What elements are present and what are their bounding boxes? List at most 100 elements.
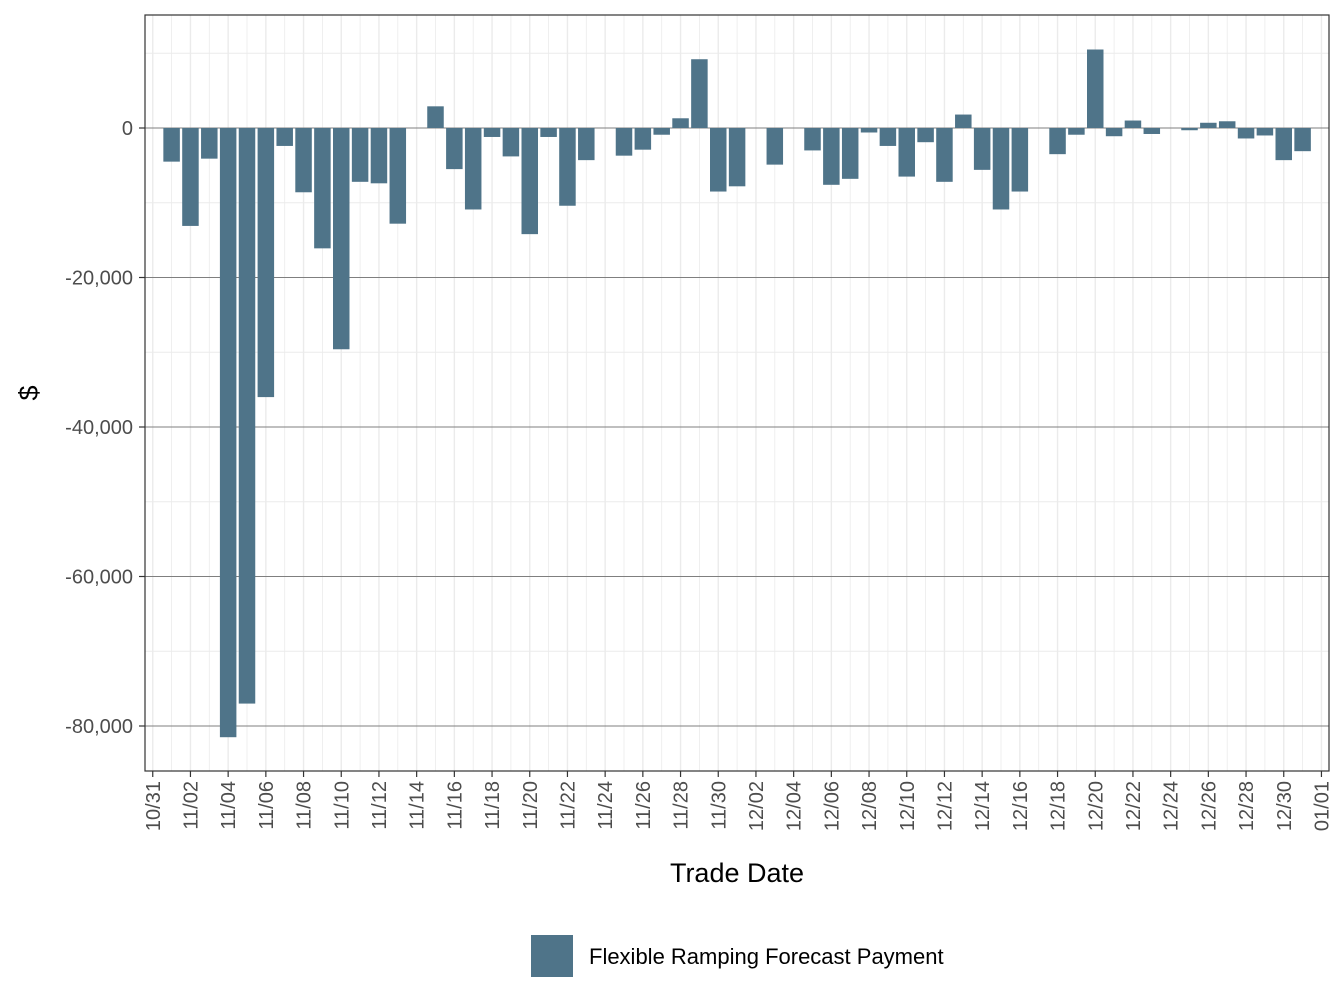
bar	[1124, 120, 1142, 128]
x-tick-label: 12/20	[1085, 781, 1107, 831]
x-tick-label: 12/08	[859, 781, 881, 831]
bar	[540, 128, 557, 137]
x-tick-label: 11/08	[294, 781, 316, 830]
bar	[314, 128, 331, 249]
legend: Flexible Ramping Forecast Payment	[531, 935, 944, 977]
bar	[1275, 128, 1292, 161]
y-tick-label: -80,000	[65, 716, 133, 738]
bar	[1011, 128, 1029, 192]
bar	[973, 128, 991, 170]
x-tick-label: 11/02	[180, 781, 202, 830]
x-tick-label: 11/18	[482, 781, 504, 830]
y-axis: 0 -20,000 -40,000 -60,000 -80,000	[65, 118, 145, 738]
x-tick-label: 12/26	[1198, 781, 1220, 831]
x-tick-label: 12/16	[1010, 781, 1032, 831]
bar	[502, 128, 520, 157]
x-tick-label: 12/12	[935, 781, 957, 831]
bar	[936, 128, 953, 182]
y-tick-label: -40,000	[65, 417, 133, 439]
bar	[257, 128, 275, 398]
bar	[1087, 49, 1104, 129]
y-axis-title: $	[14, 385, 44, 400]
panel-border	[144, 14, 1330, 772]
x-tick-label: 11/26	[633, 781, 655, 830]
x-tick-label: 11/04	[218, 781, 240, 830]
x-tick-label: 11/20	[520, 781, 542, 830]
bar	[1068, 128, 1085, 135]
x-tick-label: 10/31	[143, 781, 165, 831]
legend-swatch	[531, 935, 573, 977]
bar	[691, 59, 708, 129]
bar	[1049, 128, 1066, 155]
bar	[1237, 128, 1255, 139]
bar	[992, 128, 1010, 210]
x-tick-label: 12/04	[784, 781, 806, 831]
x-axis: 10/31 11/02 11/04 11/06 11/08 11/10 11/12 11/14…	[143, 771, 1334, 831]
bar	[163, 128, 180, 162]
x-tick-label: 11/14	[407, 781, 429, 830]
x-tick-label: 12/18	[1048, 781, 1070, 831]
bar	[615, 128, 633, 156]
x-tick-label: 11/12	[369, 781, 391, 830]
y-tick-label: -20,000	[65, 268, 133, 290]
bar	[295, 128, 312, 193]
x-tick-label: 11/10	[331, 781, 353, 830]
bar	[483, 128, 501, 137]
bar	[672, 118, 689, 128]
bar	[766, 128, 784, 165]
x-tick-label: 12/28	[1236, 781, 1258, 831]
bar	[446, 128, 463, 170]
bar-series	[163, 49, 1311, 738]
bar	[1200, 122, 1217, 128]
x-tick-label: 12/14	[972, 781, 994, 831]
x-tick-label: 11/28	[671, 781, 693, 830]
bar	[1294, 128, 1311, 152]
bar	[898, 128, 915, 177]
x-tick-label: 12/10	[897, 781, 919, 831]
bar	[276, 128, 293, 146]
x-tick-label: 11/22	[558, 781, 580, 830]
x-tick-label: 11/16	[444, 781, 466, 830]
y-tick-label: -60,000	[65, 567, 133, 589]
bar	[333, 128, 350, 350]
bar	[521, 128, 538, 235]
x-tick-label: 12/06	[821, 781, 843, 831]
x-tick-label: 12/30	[1274, 781, 1296, 831]
bar	[1218, 121, 1236, 128]
bar	[351, 128, 369, 182]
bar	[917, 128, 934, 143]
bar	[389, 128, 407, 224]
x-tick-label: 11/06	[256, 781, 278, 830]
bar	[464, 128, 482, 210]
bar	[860, 128, 878, 133]
bar	[841, 128, 859, 179]
y-tick-label: 0	[122, 118, 133, 140]
bar	[1181, 128, 1198, 131]
bar	[1256, 128, 1274, 136]
bar	[559, 128, 576, 206]
bar	[427, 106, 444, 128]
bar	[879, 128, 897, 146]
x-axis-title: Trade Date	[670, 858, 804, 888]
x-tick-label: 01/01	[1312, 781, 1334, 831]
bar	[804, 128, 821, 151]
bar	[1105, 128, 1123, 137]
x-tick-label: 11/24	[595, 781, 617, 830]
legend-label: Flexible Ramping Forecast Payment	[589, 944, 944, 969]
bar	[955, 114, 972, 128]
bar	[370, 128, 388, 184]
bar	[634, 128, 652, 150]
bar	[578, 128, 595, 161]
bar	[201, 128, 218, 159]
bar	[238, 128, 256, 704]
bar	[710, 128, 727, 192]
bar	[219, 128, 237, 738]
x-tick-label: 12/22	[1123, 781, 1145, 831]
bar	[182, 128, 199, 226]
bar	[823, 128, 840, 185]
bar	[1143, 128, 1161, 134]
bar	[728, 128, 746, 187]
x-tick-label: 11/30	[708, 781, 730, 830]
x-tick-label: 12/02	[746, 781, 768, 831]
